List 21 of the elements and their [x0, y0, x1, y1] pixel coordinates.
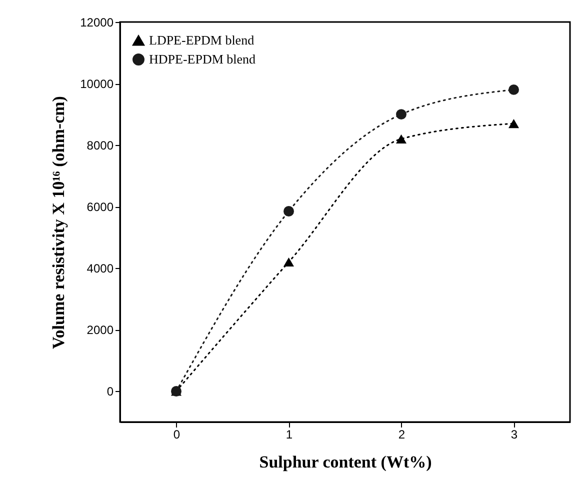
x-tick-label: 2: [398, 428, 406, 442]
point: [284, 257, 294, 267]
y-tick-label: 4000: [86, 262, 114, 276]
point: [396, 109, 406, 120]
x-tick-label: 0: [173, 428, 180, 442]
y-tick-label: 12000: [80, 16, 114, 30]
x-tick-label: 3: [510, 428, 518, 442]
y-tick-label: 8000: [86, 138, 114, 153]
y-tick-label: 10000: [80, 77, 114, 92]
y-tick-label: 6000: [86, 200, 114, 214]
y-tick-label: 0: [106, 384, 114, 399]
point: [508, 84, 519, 95]
legend-label: HDPE-EPDM blend: [149, 52, 256, 66]
x-axis-title: Sulphur content (Wt%): [259, 452, 432, 472]
y-tick-label: 2000: [86, 323, 114, 338]
point: [396, 134, 406, 144]
point: [284, 206, 294, 216]
x-tick-label: 1: [286, 428, 293, 442]
legend-label: LDPE-EPDM blend: [149, 32, 255, 48]
y-axis-title: Volume resistivity X 10¹⁶ (ohm-cm): [49, 96, 68, 349]
point: [508, 118, 519, 128]
